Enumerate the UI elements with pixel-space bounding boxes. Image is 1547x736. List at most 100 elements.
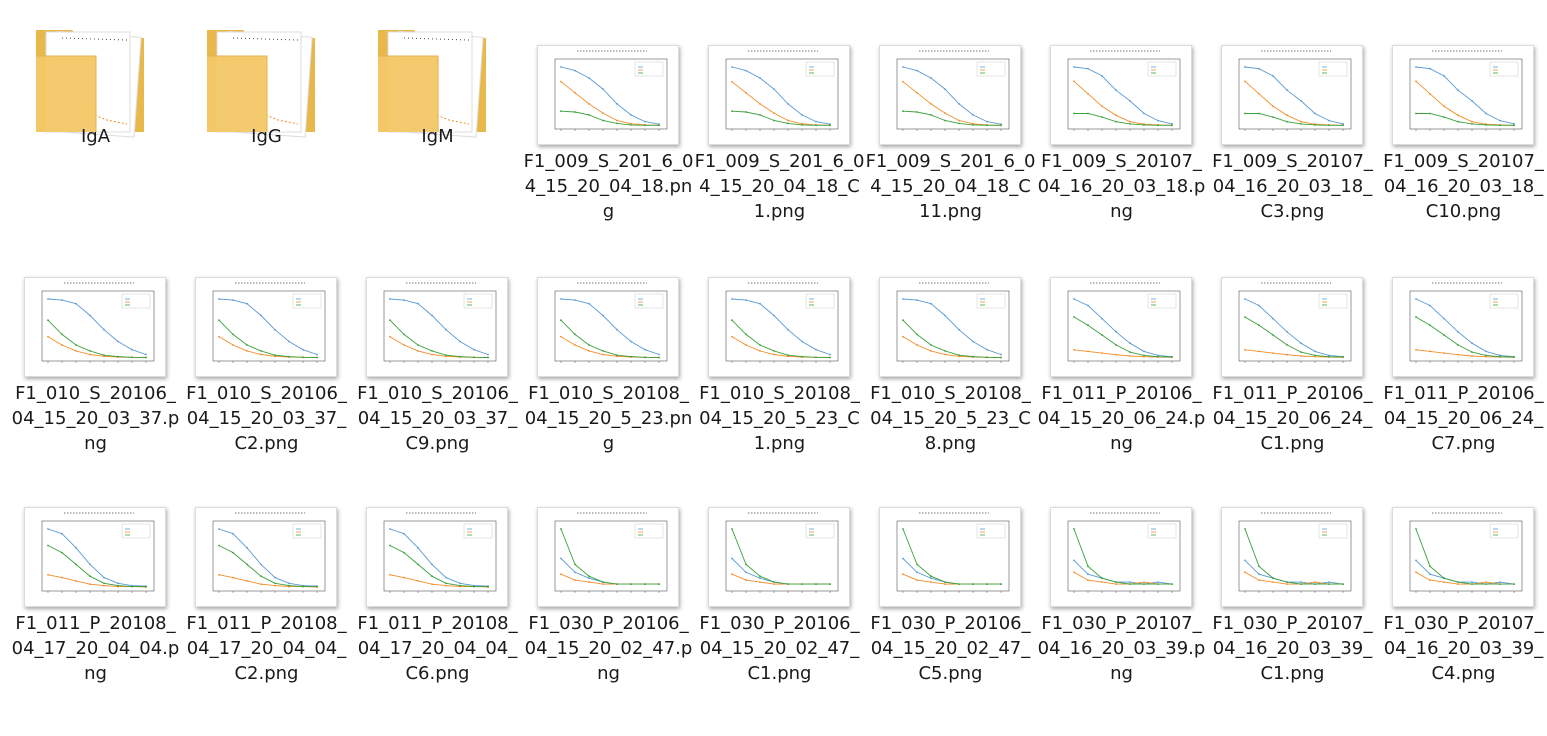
series-point [389, 335, 391, 338]
series-point [1073, 80, 1075, 83]
series-point [759, 575, 761, 578]
series-point [445, 584, 447, 587]
png-file-item[interactable]: F1_030_P_20107_04_16_20_03_39_C1.png [1207, 507, 1378, 736]
series-point [89, 353, 91, 356]
png-file-item[interactable]: F1_009_S_20107_04_16_20_03_18_C3.png [1207, 45, 1378, 274]
series-point [1328, 124, 1330, 127]
image-thumbnail [1050, 507, 1192, 607]
series-point [1115, 114, 1117, 117]
series-point [1157, 124, 1159, 127]
series-point [459, 584, 461, 587]
series-point [1471, 351, 1473, 353]
series-point [944, 583, 946, 585]
series-point [759, 344, 761, 346]
series-point [1457, 583, 1459, 585]
series-point [602, 112, 604, 114]
series-point [1415, 571, 1417, 574]
folder-item[interactable]: IgM [352, 20, 523, 249]
series-point [1499, 119, 1501, 122]
png-file-item[interactable]: F1_010_S_20106_04_15_20_03_37_C9.png [352, 277, 523, 506]
series-point [759, 114, 761, 116]
series-point [1457, 581, 1459, 583]
series-line [731, 528, 830, 585]
series-point [1471, 342, 1473, 345]
series-line [560, 319, 660, 358]
series-point [1485, 350, 1487, 353]
series-point [1471, 120, 1473, 123]
png-file-item[interactable]: F1_009_S_201_6_04_15_20_04_18_C11.png [865, 45, 1036, 274]
png-file-item[interactable]: F1_009_S_20107_04_16_20_03_18.png [1036, 45, 1207, 274]
series-point [1087, 565, 1089, 568]
series-point [759, 302, 761, 305]
series-point [1328, 355, 1330, 358]
png-file-item[interactable]: F1_030_P_20106_04_15_20_02_47_C1.png [694, 507, 865, 736]
png-file-item[interactable]: F1_009_S_20107_04_16_20_03_18_C10.png [1378, 45, 1547, 274]
folder-icon [36, 30, 144, 138]
folder-item[interactable]: IgA [10, 20, 181, 249]
png-file-item[interactable]: F1_011_P_20108_04_17_20_04_04_C2.png [181, 507, 352, 736]
series-point [246, 546, 248, 549]
series-point [574, 344, 576, 346]
series-point [61, 532, 63, 535]
file-name-label: F1_011_P_20108_04_17_20_04_04.png [11, 613, 180, 684]
png-file-item[interactable]: F1_011_P_20106_04_15_20_06_24.png [1036, 277, 1207, 506]
png-file-item[interactable]: F1_011_P_20106_04_15_20_06_24_C7.png [1378, 277, 1547, 506]
png-file-item[interactable]: F1_011_P_20106_04_15_20_06_24_C1.png [1207, 277, 1378, 506]
series-point [232, 344, 234, 346]
series-point [902, 573, 904, 576]
series-point [972, 124, 974, 126]
series-line [1073, 80, 1173, 126]
png-file-item[interactable]: F1_009_S_201_6_04_15_20_04_18_C1.png [694, 45, 865, 274]
series-point [588, 77, 590, 79]
png-file-item[interactable]: F1_010_S_20106_04_15_20_03_37_C2.png [181, 277, 352, 506]
png-file-item[interactable]: F1_030_P_20106_04_15_20_02_47.png [523, 507, 694, 736]
image-thumbnail [1221, 45, 1363, 145]
file-name-label: F1_010_S_20108_04_15_20_5_23_C8.png [870, 383, 1031, 454]
png-file-item[interactable]: F1_030_P_20107_04_16_20_03_39.png [1036, 507, 1207, 736]
png-file-item[interactable]: F1_010_S_20108_04_15_20_5_23.png [523, 277, 694, 506]
png-file-item[interactable]: F1_009_S_201_6_04_15_20_04_18.png [523, 45, 694, 274]
series-point [1157, 355, 1159, 358]
png-file-item[interactable]: F1_011_P_20108_04_17_20_04_04.png [10, 507, 181, 736]
series-point [1087, 92, 1089, 95]
series-point [588, 575, 590, 578]
png-file-item[interactable]: F1_030_P_20106_04_15_20_02_47_C5.png [865, 507, 1036, 736]
series-line [902, 528, 1001, 585]
series-point [1485, 124, 1487, 126]
image-thumbnail [1221, 277, 1363, 377]
series-point [246, 563, 248, 566]
series-point [574, 571, 576, 574]
series-line [1244, 349, 1344, 358]
series-line [389, 298, 489, 355]
image-thumbnail [537, 277, 679, 377]
series-point [972, 355, 974, 358]
series-point [560, 110, 562, 113]
series-line [1073, 66, 1173, 125]
series-point [658, 583, 660, 585]
png-file-item[interactable]: F1_010_S_20108_04_15_20_5_23_C1.png [694, 277, 865, 506]
png-file-item[interactable]: F1_011_P_20108_04_17_20_04_04_C6.png [352, 507, 523, 736]
series-point [944, 112, 946, 114]
series-point [1443, 105, 1445, 108]
series-point [61, 551, 63, 554]
series-point [445, 576, 447, 579]
series-point [1272, 105, 1274, 108]
series-point [1073, 112, 1075, 115]
series-point [459, 355, 461, 358]
series-point [1443, 334, 1445, 336]
series-point [930, 344, 932, 346]
series-line [1415, 298, 1515, 358]
png-file-item[interactable]: F1_010_S_20108_04_15_20_5_23_C8.png [865, 277, 1036, 506]
folder-item[interactable]: IgG [181, 20, 352, 249]
series-point [1499, 355, 1501, 358]
series-point [103, 582, 105, 585]
series-point [773, 119, 775, 122]
series-point [145, 585, 147, 588]
png-file-item[interactable]: F1_030_P_20107_04_16_20_03_39_C4.png [1378, 507, 1547, 736]
series-point [616, 103, 618, 105]
series-point [1457, 353, 1459, 356]
png-file-item[interactable]: F1_010_S_20106_04_15_20_03_37.png [10, 277, 181, 506]
series-point [930, 302, 932, 305]
series-line [47, 298, 147, 355]
series-point [1415, 112, 1417, 115]
